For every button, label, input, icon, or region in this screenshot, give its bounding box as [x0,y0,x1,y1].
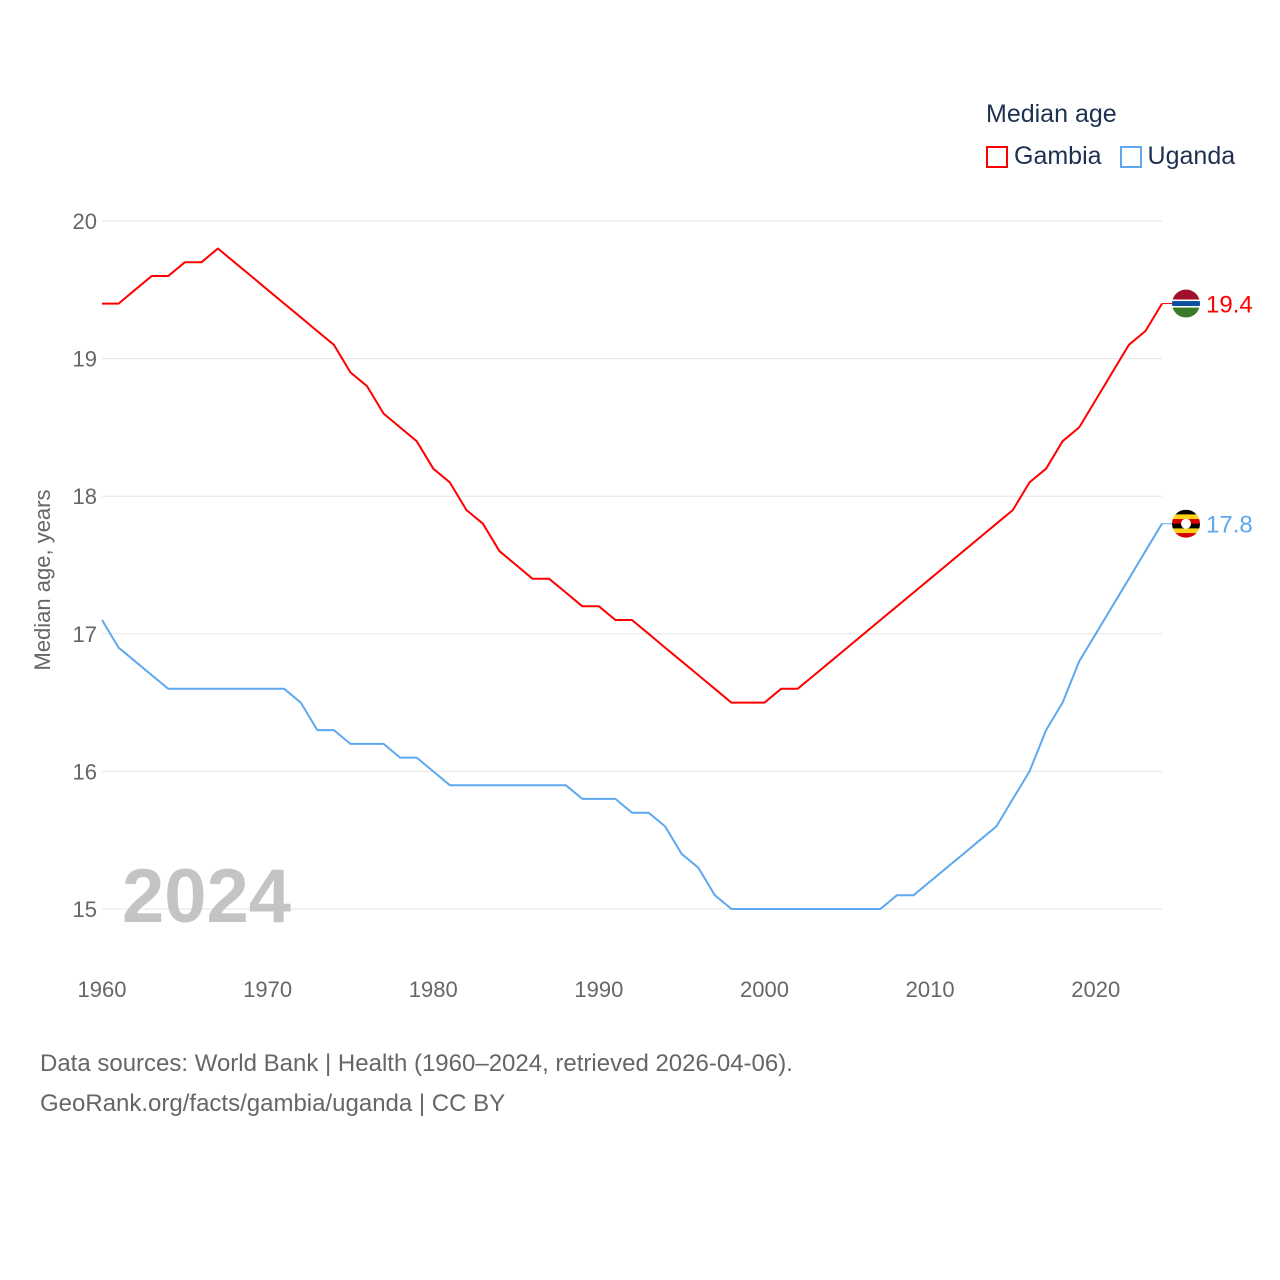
x-tick-label: 1980 [409,977,458,1002]
y-axis-title: Median age, years [30,490,55,671]
x-tick-label: 1990 [574,977,623,1002]
legend-label-uganda: Uganda [1147,142,1236,170]
y-tick-label: 20 [73,209,97,234]
x-tick-label: 1970 [243,977,292,1002]
uganda-flag-icon [1172,509,1200,538]
footer: Data sources: World Bank | Health (1960–… [40,1044,793,1124]
legend-item-uganda[interactable]: Uganda [1119,142,1236,171]
y-tick-label: 16 [73,759,97,784]
x-tick-label: 2020 [1071,977,1120,1002]
year-watermark: 2024 [122,854,291,939]
legend-item-gambia[interactable]: Gambia [986,142,1102,171]
legend: Gambia Uganda [986,142,1235,171]
legend-label-gambia: Gambia [1014,142,1102,170]
x-tick-label: 2010 [906,977,955,1002]
x-tick-label: 2000 [740,977,789,1002]
y-tick-label: 15 [73,897,97,922]
attribution-link[interactable]: GeoRank.org/facts/gambia/uganda | CC BY [40,1090,506,1117]
series-line-uganda [101,523,1163,910]
end-value-label-uganda: 17.8 [1206,512,1253,539]
y-tick-label: 18 [73,484,97,509]
x-tick-label: 1960 [78,977,127,1002]
y-tick-label: 19 [73,347,97,372]
series-line-gambia [102,247,1163,704]
gambia-flag-icon [1172,289,1200,318]
legend-swatch-gambia [986,145,1008,168]
data-source-text: Data sources: World Bank | Health (1960–… [40,1050,793,1077]
end-value-label-gambia: 19.4 [1206,292,1253,319]
y-tick-label: 17 [73,622,97,647]
legend-swatch-uganda [1119,145,1142,168]
legend-title: Median age [986,100,1117,128]
